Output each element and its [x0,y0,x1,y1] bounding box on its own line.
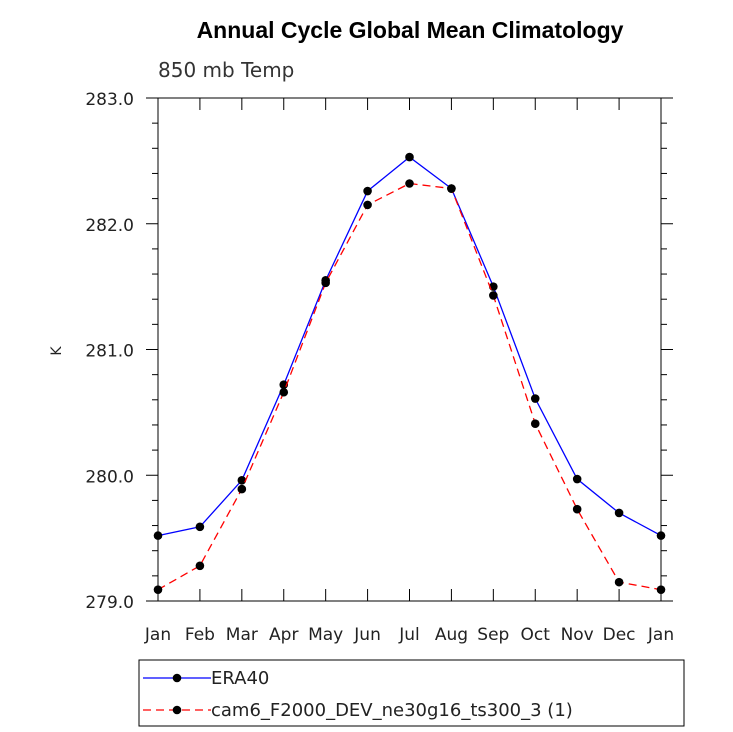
data-point [195,561,205,571]
x-tick-label: Jan [144,625,171,645]
data-point [614,577,624,587]
data-point [656,585,666,594]
data-point [237,484,247,494]
data-point [363,200,372,210]
legend-marker [172,673,182,683]
x-tick-label: May [308,625,343,645]
data-point [153,585,163,594]
legend-box [138,659,685,727]
data-point [279,387,289,397]
y-tick-label: 280.0 [85,467,134,487]
x-tick-label: Apr [269,625,298,645]
x-tick-label: Mar [226,625,258,645]
plot-frame [157,97,662,602]
chart-subtitle: 850 mb Temp [158,58,294,82]
x-tick-label: Nov [561,625,594,645]
y-tick-label: 283.0 [85,90,134,110]
x-tick-label: Jan [647,625,674,645]
y-tick-label: 282.0 [85,216,134,236]
data-point [363,186,372,196]
chart-title: Annual Cycle Global Mean Climatology [197,17,624,43]
series-line [157,182,662,591]
axis-ticks [146,97,673,602]
x-tick-label: Feb [185,625,215,645]
y-axis-label: K [49,346,65,356]
y-tick-labels: 279.0 280.0 281.0 282.0 283.0 [85,90,134,613]
data-point [405,152,414,162]
data-point [572,474,582,484]
y-tick-label: 281.0 [85,342,134,362]
x-tick-label: Jul [398,625,420,645]
x-tick-label: Dec [603,625,636,645]
data-point [572,504,582,514]
data-point [195,522,205,532]
series-line [157,156,662,537]
series-layer [153,152,666,594]
data-point [656,531,666,540]
data-point [153,531,163,540]
data-point [447,184,456,193]
data-point [530,394,540,403]
data-point [237,475,247,485]
x-tick-labels: Jan Feb Mar Apr May Jun Jul Aug Sep Oct Nov Dec Jan [144,625,674,645]
data-point [279,380,289,390]
y-tick-label: 279.0 [85,593,134,613]
data-point [614,508,624,518]
legend-label: ERA40 [211,668,269,689]
data-point [405,179,414,188]
x-tick-label: Jun [353,625,381,645]
data-point [321,278,330,288]
legend-label: cam6_F2000_DEV_ne30g16_ts300_3 (1) [211,700,573,721]
x-tick-label: Sep [477,625,509,645]
x-tick-label: Aug [435,625,468,645]
data-point [530,419,540,428]
legend-marker [172,705,182,715]
data-point [489,291,498,300]
x-tick-label: Oct [521,625,551,645]
legend-items: ERA40 cam6_F2000_DEV_ne30g16_ts300_3 (1) [143,668,573,721]
